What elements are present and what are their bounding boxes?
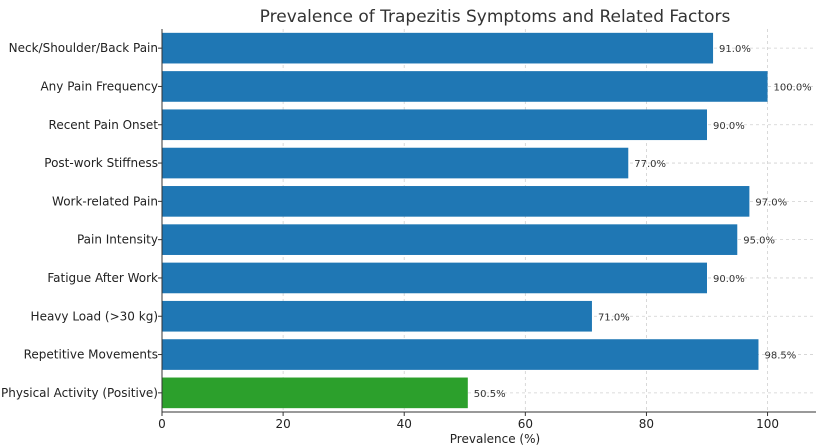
value-label: 71.0% bbox=[598, 312, 630, 323]
bar bbox=[162, 109, 707, 141]
category-label: Neck/Shoulder/Back Pain bbox=[9, 41, 158, 55]
category-label: Pain Intensity bbox=[77, 233, 158, 247]
value-label: 77.0% bbox=[634, 159, 666, 170]
bar bbox=[162, 186, 750, 217]
x-tick-label: 60 bbox=[518, 417, 533, 431]
value-label: 90.0% bbox=[713, 121, 745, 132]
value-label: 95.0% bbox=[743, 236, 775, 247]
bar bbox=[162, 262, 707, 294]
x-axis-label: Prevalence (%) bbox=[450, 432, 540, 446]
bar bbox=[162, 71, 768, 102]
bar bbox=[162, 32, 714, 64]
category-label: Any Pain Frequency bbox=[40, 79, 158, 93]
x-tick-label: 40 bbox=[397, 417, 412, 431]
category-label: Work-related Pain bbox=[52, 194, 158, 208]
value-label: 100.0% bbox=[774, 82, 812, 93]
value-label: 90.0% bbox=[713, 274, 745, 285]
value-label: 97.0% bbox=[755, 197, 787, 208]
bar bbox=[162, 300, 592, 332]
category-label: Heavy Load (>30 kg) bbox=[31, 309, 158, 323]
bar bbox=[162, 377, 468, 409]
value-label: 50.5% bbox=[474, 389, 506, 400]
x-tick-label: 80 bbox=[639, 417, 654, 431]
category-label: Recent Pain Onset bbox=[49, 118, 159, 132]
category-label: Fatigue After Work bbox=[47, 271, 158, 285]
x-tick-label: 100 bbox=[756, 417, 779, 431]
chart-title: Prevalence of Trapezitis Symptoms and Re… bbox=[260, 7, 731, 27]
labels-layer: 0 20 40 60 80 100 Neck/Shoulder/Back Pain 91.0%… bbox=[1, 41, 812, 431]
x-tick-label: 0 bbox=[158, 417, 166, 431]
category-label: Physical Activity (Positive) bbox=[1, 386, 158, 400]
value-label: 98.5% bbox=[764, 351, 796, 362]
bar bbox=[162, 224, 738, 255]
bar bbox=[162, 339, 759, 370]
bar bbox=[162, 147, 629, 179]
category-label: Post-work Stiffness bbox=[44, 156, 158, 170]
bars-layer bbox=[162, 32, 768, 409]
value-label: 91.0% bbox=[719, 44, 751, 55]
x-tick-label: 20 bbox=[275, 417, 290, 431]
category-label: Repetitive Movements bbox=[24, 348, 158, 362]
